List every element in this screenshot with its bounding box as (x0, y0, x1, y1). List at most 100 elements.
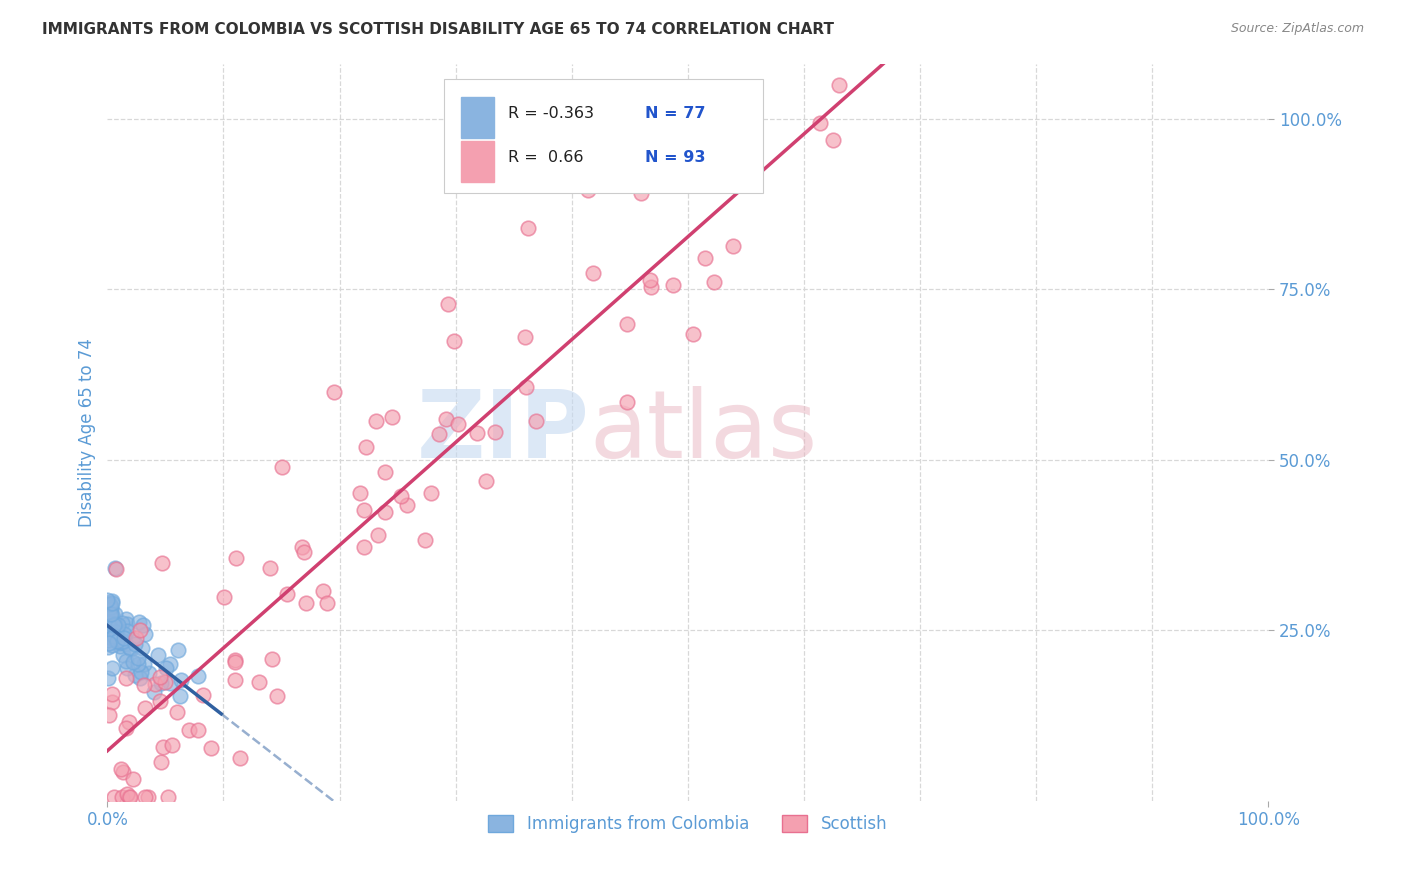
Point (515, 330, 537, 344)
Point (155, 661, 177, 675)
FancyBboxPatch shape (444, 78, 763, 193)
Text: atlas: atlas (589, 386, 817, 478)
Point (475, 475, 498, 489)
Point (143, 677, 166, 691)
Point (104, 560, 127, 574)
Point (524, 413, 547, 427)
Point (640, 279, 662, 293)
Point (353, 502, 375, 516)
Point (177, 723, 200, 737)
Point (212, 590, 235, 604)
Point (100, 630, 122, 644)
Point (105, 634, 128, 648)
Point (118, 790, 141, 805)
Point (322, 385, 344, 400)
Point (134, 678, 156, 692)
Point (260, 651, 283, 665)
Point (576, 183, 599, 197)
Point (97, 708, 120, 723)
Point (259, 561, 281, 575)
Point (103, 629, 125, 643)
Point (630, 186, 652, 200)
Point (115, 654, 138, 668)
Point (125, 631, 148, 645)
Point (111, 635, 134, 649)
Point (427, 427, 450, 442)
Point (149, 676, 172, 690)
Point (124, 668, 146, 682)
Point (128, 671, 150, 685)
Point (821, 133, 844, 147)
Point (703, 275, 725, 289)
Point (434, 411, 457, 425)
Point (100, 594, 122, 608)
Point (419, 486, 441, 500)
Point (100, 661, 122, 675)
Point (582, 266, 605, 280)
Text: N = 93: N = 93 (645, 150, 706, 165)
Point (381, 410, 404, 425)
Point (354, 440, 377, 454)
Bar (461, 97, 494, 137)
Point (101, 607, 124, 622)
Point (413, 533, 436, 548)
Point (100, 607, 122, 622)
Bar (461, 142, 494, 182)
Text: R = -0.363: R = -0.363 (508, 106, 593, 121)
Point (108, 635, 131, 649)
Point (112, 632, 135, 646)
Point (129, 665, 152, 680)
Point (134, 627, 156, 641)
Point (134, 701, 156, 715)
Point (364, 414, 387, 428)
Point (353, 541, 375, 555)
Point (115, 787, 138, 801)
Point (395, 498, 418, 512)
Point (105, 626, 128, 640)
Point (160, 738, 183, 752)
Point (98, 608, 121, 623)
Point (98, 597, 121, 611)
Point (616, 395, 638, 409)
Point (104, 607, 127, 622)
Point (117, 714, 139, 729)
Point (104, 625, 127, 640)
Point (97, 632, 120, 647)
Point (103, 626, 125, 640)
Point (115, 661, 138, 675)
Point (103, 790, 125, 805)
Point (105, 562, 128, 576)
Point (616, 317, 638, 331)
Point (312, 584, 335, 599)
Point (111, 648, 134, 663)
Point (100, 600, 122, 615)
Point (149, 694, 172, 708)
Point (128, 615, 150, 629)
Point (111, 633, 134, 648)
Legend: Immigrants from Colombia, Scottish: Immigrants from Colombia, Scottish (482, 808, 894, 840)
Point (374, 465, 396, 479)
Point (166, 706, 188, 720)
Point (187, 723, 209, 737)
Point (810, 116, 832, 130)
Point (828, 78, 851, 92)
Point (97, 671, 120, 685)
Point (169, 673, 191, 687)
Point (121, 641, 143, 656)
Point (159, 676, 181, 690)
Point (224, 653, 246, 667)
Point (166, 643, 188, 657)
Point (150, 556, 173, 570)
Point (127, 657, 149, 671)
Point (465, 426, 488, 441)
Point (187, 669, 209, 683)
Point (349, 485, 371, 500)
Point (122, 772, 145, 787)
Point (149, 755, 172, 769)
Point (224, 673, 246, 687)
Point (316, 596, 339, 610)
Point (115, 617, 138, 632)
Point (120, 641, 142, 656)
Point (517, 221, 540, 235)
Point (638, 273, 661, 287)
